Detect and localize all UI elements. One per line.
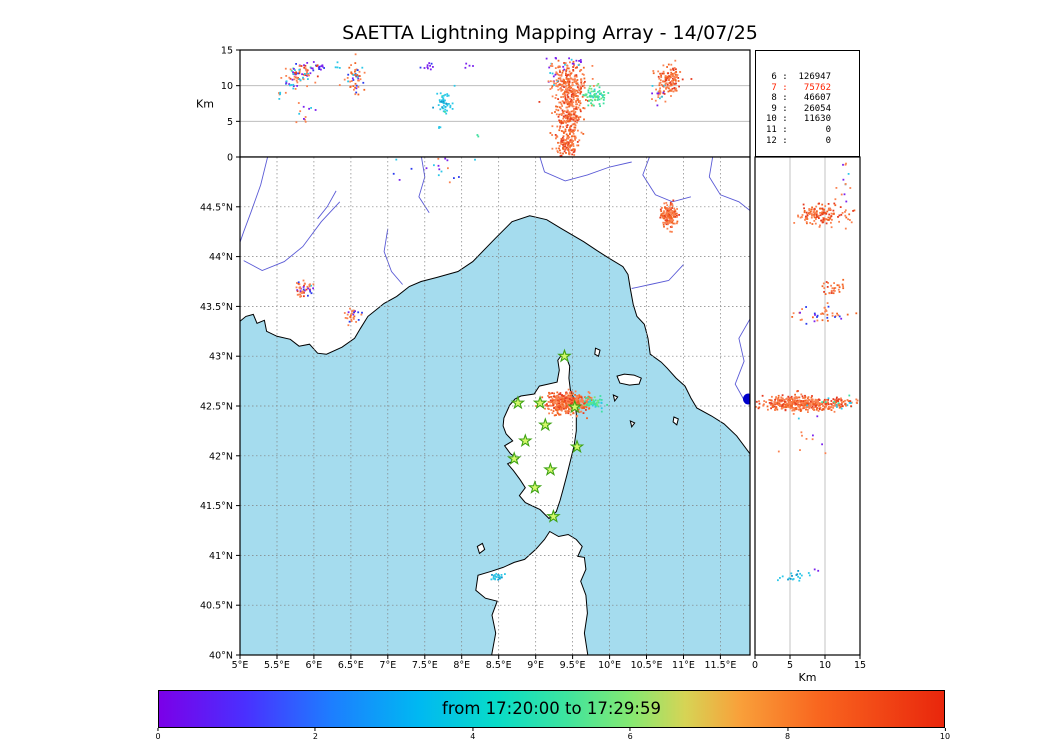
lma-station-star <box>510 395 526 410</box>
lma-station-star <box>527 480 543 494</box>
svg-text:43.5°N: 43.5°N <box>200 302 233 313</box>
scatter-points <box>278 53 693 157</box>
lma-station-star <box>569 439 585 454</box>
lma-station-star <box>567 399 583 414</box>
svg-text:5.5°E: 5.5°E <box>264 660 290 671</box>
svg-text:0: 0 <box>752 660 758 671</box>
svg-text:6.5°E: 6.5°E <box>338 660 364 671</box>
svg-text:10°E: 10°E <box>598 660 621 671</box>
svg-text:42°N: 42°N <box>209 451 233 462</box>
colorbar-tick: 2 <box>313 728 318 741</box>
landmass-asinara <box>476 542 486 555</box>
time-colorbar: from 17:20:00 to 17:29:59 0 2 4 6 8 10 <box>155 690 950 741</box>
svg-text:44.5°N: 44.5°N <box>200 202 233 213</box>
svg-text:8°E: 8°E <box>453 660 470 671</box>
svg-text:40.5°N: 40.5°N <box>200 601 233 612</box>
landmass-mainland <box>240 157 750 455</box>
svg-text:15: 15 <box>854 660 866 671</box>
colorbar-tick: 4 <box>470 728 475 741</box>
scatter-points <box>755 162 859 582</box>
colorbar-tick: 8 <box>785 728 790 741</box>
stats-row: 6 : 126947 <box>766 72 832 82</box>
stats-row: 9 : 26054 <box>766 103 832 114</box>
svg-text:8.5°E: 8.5°E <box>486 660 512 671</box>
colorbar-tick: 10 <box>940 728 950 741</box>
landmass-pianosa <box>612 394 619 403</box>
stats-row: 12 : 0 <box>766 135 832 146</box>
stats-row: 10 : 11630 <box>766 114 832 125</box>
altitude-vs-longitude-panel: 0 5 10 15 Km <box>196 46 751 164</box>
svg-text:9°E: 9°E <box>527 660 544 671</box>
svg-text:7°E: 7°E <box>379 660 396 671</box>
lma-station-star <box>557 348 572 363</box>
colorbar-gradient <box>158 690 945 728</box>
svg-text:43°N: 43°N <box>209 352 233 363</box>
svg-text:Km: Km <box>799 671 817 684</box>
stats-row: 11 : 0 <box>766 124 832 135</box>
svg-text:11.5°E: 11.5°E <box>704 660 736 671</box>
colorbar-tick: 0 <box>155 728 161 741</box>
station-source-counts-box: 6 : 126947 7 : 75762 8 : 46607 9 : 26054… <box>755 50 860 157</box>
svg-text:10.5°E: 10.5°E <box>631 660 663 671</box>
landmass-capraia <box>594 347 601 357</box>
svg-text:9.5°E: 9.5°E <box>560 660 586 671</box>
svg-text:42.5°N: 42.5°N <box>200 402 233 413</box>
svg-text:5: 5 <box>227 117 233 128</box>
map-panel: 5°E 5.5°E 6°E 6.5°E 7°E 7.5°E 8°E 8.5°E 9°E 9.5°E… <box>200 156 751 671</box>
svg-text:6°E: 6°E <box>306 660 323 671</box>
landmass-sardinia <box>475 530 589 655</box>
lma-station-star <box>532 395 548 410</box>
svg-text:41.5°N: 41.5°N <box>200 501 233 512</box>
svg-text:0: 0 <box>227 153 233 164</box>
colorbar-ticks: 0 2 4 6 8 10 <box>155 728 950 744</box>
svg-text:44°N: 44°N <box>209 252 233 263</box>
stats-row: 8 : 46607 <box>766 93 832 104</box>
edge-marker <box>743 393 750 405</box>
svg-text:5°E: 5°E <box>232 660 249 671</box>
svg-text:41°N: 41°N <box>209 551 233 562</box>
svg-text:Km: Km <box>196 98 214 111</box>
colorbar-time-label: from 17:20:00 to 17:29:59 <box>442 699 661 718</box>
landmass-montecristo <box>629 420 636 429</box>
landmass-elba <box>616 373 642 386</box>
svg-text:10: 10 <box>221 81 233 92</box>
lma-station-star <box>546 508 561 523</box>
svg-text:11°E: 11°E <box>672 660 695 671</box>
figure-title: SAETTA Lightning Mapping Array - 14/07/2… <box>342 22 758 44</box>
svg-text:5: 5 <box>787 660 793 671</box>
lma-station-star <box>506 451 522 465</box>
lma-station-star <box>538 417 553 432</box>
stats-row: 7 : 75762 <box>766 82 832 93</box>
svg-text:15: 15 <box>221 46 233 57</box>
svg-text:7.5°E: 7.5°E <box>412 660 438 671</box>
colorbar-tick: 6 <box>628 728 633 741</box>
lma-station-star <box>543 461 558 477</box>
altitude-vs-latitude-panel: 0 5 10 15 Km <box>752 156 866 684</box>
rivers <box>240 157 750 405</box>
lma-station-star <box>518 433 533 448</box>
svg-text:40°N: 40°N <box>209 651 233 662</box>
landmass-giglio <box>672 416 679 426</box>
svg-text:10: 10 <box>819 660 831 671</box>
lma-stations <box>506 348 585 523</box>
